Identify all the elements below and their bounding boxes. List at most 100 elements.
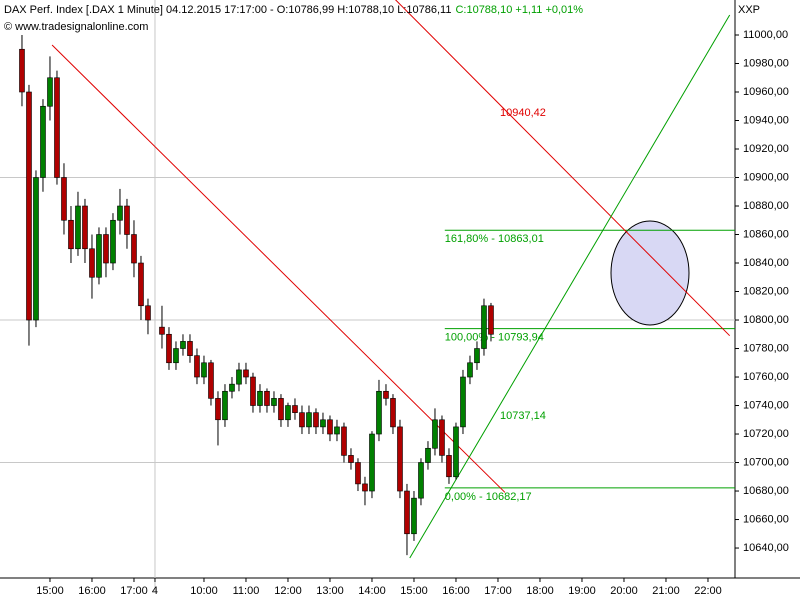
candle-body — [173, 348, 179, 364]
candle-body — [383, 390, 389, 399]
y-tick-label: 10640,00 — [743, 542, 789, 554]
candle-body — [369, 433, 375, 492]
candle-body — [467, 362, 473, 378]
candle-body — [208, 362, 214, 399]
candle-body — [397, 426, 403, 492]
chart-title: DAX Perf. Index [.DAX 1 Minute] 04.12.20… — [4, 4, 583, 16]
x-tick-label: 11:00 — [233, 585, 260, 597]
candle-body — [250, 376, 256, 406]
candle-body — [453, 426, 459, 478]
candle-body — [299, 412, 305, 428]
trendline-label: 10940,42 — [500, 107, 546, 119]
y-tick-label: 11000,00 — [743, 29, 788, 41]
fib-label: 100,00% - 10793,94 — [445, 332, 544, 344]
fib-label: 0,00% - 10682,17 — [445, 491, 532, 503]
y-tick-label: 10980,00 — [743, 57, 789, 69]
candle-body — [68, 219, 74, 250]
candle-body — [411, 497, 417, 535]
y-tick-label: 10760,00 — [743, 371, 789, 383]
x-tick-label: 16:00 — [442, 585, 470, 597]
title-text: DAX Perf. Index [.DAX 1 Minute] 04.12.20… — [4, 4, 451, 16]
y-tick-label: 10860,00 — [743, 228, 789, 240]
x-tick-label: 17:00 — [120, 585, 148, 597]
y-tick-label: 10940,00 — [743, 114, 789, 126]
candle-body — [320, 419, 326, 428]
candle-body — [341, 426, 347, 456]
candle-body — [488, 305, 494, 335]
candle-body — [180, 341, 186, 349]
candle-body — [96, 234, 102, 278]
candle-body — [446, 455, 452, 478]
candle-body — [194, 355, 200, 378]
candle-body — [474, 348, 480, 364]
candle-body — [54, 77, 60, 178]
candle-body — [355, 462, 361, 485]
candle-body — [327, 419, 333, 435]
x-tick-label: 15:00 — [36, 585, 64, 597]
candle-body — [215, 398, 221, 421]
title-change: C:10788,10 +1,11 +0,01% — [455, 4, 583, 16]
candle-body — [47, 77, 53, 107]
candle-body — [460, 376, 466, 428]
candle-body — [376, 390, 382, 435]
candle-body — [61, 177, 67, 221]
candle-body — [26, 91, 32, 321]
y-tick-label: 10740,00 — [743, 399, 789, 411]
candle-body — [19, 48, 25, 93]
y-tick-label: 10840,00 — [743, 257, 789, 269]
candle-body — [439, 419, 445, 456]
x-tick-label: 4 — [152, 585, 158, 597]
copyright: © www.tradesignalonline.com — [4, 21, 148, 33]
candle-body — [110, 219, 116, 264]
candle-body — [285, 405, 291, 421]
x-tick-label: 14:00 — [358, 585, 386, 597]
candle-body — [243, 369, 249, 378]
candle-body — [362, 483, 368, 492]
candle-body — [124, 205, 130, 235]
candle-body — [131, 234, 137, 264]
trendline — [394, 0, 731, 337]
candle-body — [40, 105, 46, 178]
y-tick-label: 10960,00 — [743, 86, 789, 98]
candle-body — [425, 447, 431, 463]
axis-label: XXP — [738, 4, 760, 16]
candle-body — [33, 177, 39, 321]
x-tick-label: 17:00 — [484, 585, 512, 597]
y-tick-label: 10880,00 — [743, 200, 789, 212]
x-tick-label: 20:00 — [610, 585, 638, 597]
y-tick-label: 10660,00 — [743, 513, 789, 525]
y-tick-label: 10820,00 — [743, 285, 789, 297]
y-tick-label: 10900,00 — [743, 171, 789, 183]
x-tick-label: 13:00 — [316, 585, 344, 597]
candle-body — [418, 462, 424, 499]
candle-body — [166, 333, 172, 364]
x-tick-label: 19:00 — [568, 585, 596, 597]
candle-body — [103, 234, 109, 264]
x-tick-label: 16:00 — [78, 585, 106, 597]
candle-body — [222, 390, 228, 421]
candle-body — [481, 305, 487, 349]
candle-body — [236, 369, 242, 385]
candle-body — [404, 490, 410, 535]
y-tick-label: 10800,00 — [743, 314, 789, 326]
y-tick-label: 10680,00 — [743, 485, 789, 497]
candle-body — [313, 412, 319, 428]
candle-body — [278, 398, 284, 421]
candle-body — [264, 390, 270, 406]
candle-body — [117, 205, 123, 221]
y-tick-label: 10720,00 — [743, 428, 789, 440]
trendline — [409, 14, 731, 559]
candle-body — [201, 362, 207, 378]
candle-body — [145, 305, 151, 321]
trendline-label: 10737,14 — [500, 410, 546, 422]
y-tick-label: 10780,00 — [743, 342, 789, 354]
highlight-ellipse — [610, 220, 690, 326]
candle-body — [75, 205, 81, 250]
candle-body — [334, 426, 340, 435]
x-tick-label: 12:00 — [274, 585, 302, 597]
y-tick-label: 10700,00 — [743, 456, 789, 468]
x-tick-label: 21:00 — [652, 585, 680, 597]
candle-body — [271, 398, 277, 406]
candle-body — [348, 455, 354, 463]
